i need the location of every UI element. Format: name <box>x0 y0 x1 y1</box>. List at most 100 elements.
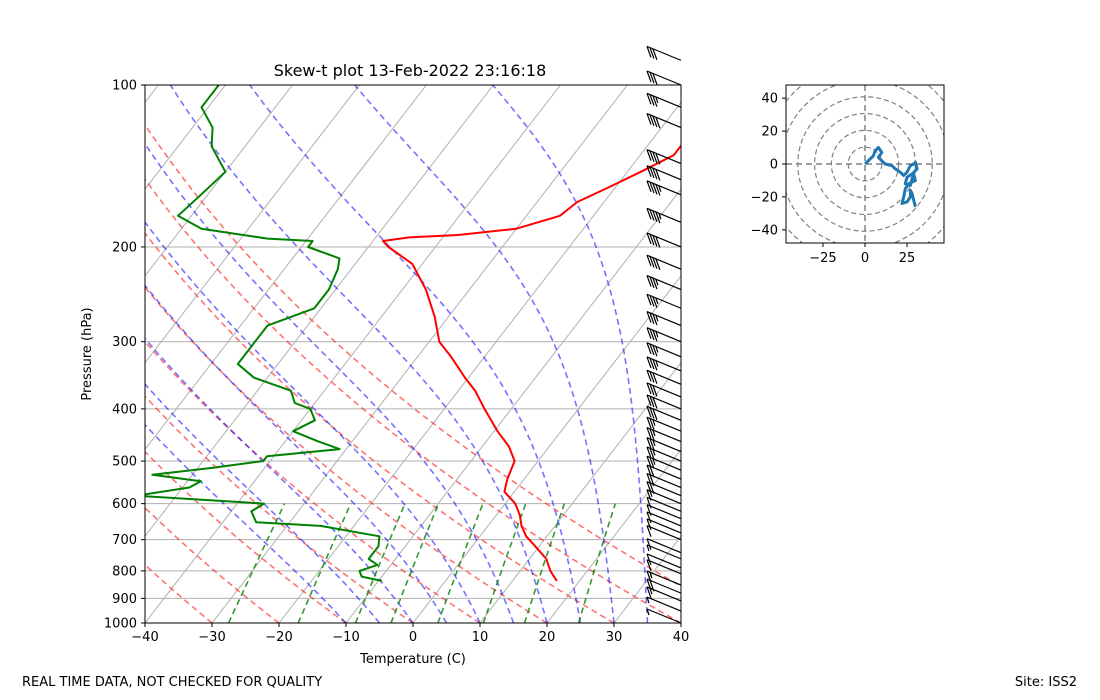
hodograph-x-tick-label: −25 <box>809 251 836 266</box>
skewt-title: Skew-t plot 13-Feb-2022 23:16:18 <box>274 61 547 80</box>
isotherm <box>0 85 24 623</box>
wind-barb <box>646 489 682 505</box>
x-tick-label: −30 <box>198 630 225 645</box>
hodograph-y-tick-label: −20 <box>751 190 778 205</box>
isotherm <box>145 85 293 277</box>
moist-adiabat <box>145 284 448 623</box>
isotherm <box>278 101 681 623</box>
wind-barb <box>646 553 682 569</box>
hodograph-y-tick-label: 0 <box>770 158 778 173</box>
hodograph-axes: −25 0 25 40 20 0 −20 −40 <box>751 92 916 266</box>
x-tick-label: −20 <box>265 630 292 645</box>
mixing-ratio-line <box>437 503 484 623</box>
skewt-profiles <box>145 85 681 582</box>
wind-barb <box>646 608 682 624</box>
wind-barb <box>646 382 682 398</box>
temperature-profile <box>382 144 681 582</box>
hodograph-trace <box>863 146 919 208</box>
mixing-ratio-line <box>577 503 617 623</box>
isotherm <box>145 85 360 364</box>
skewt-x-axis: −40 −30 −20 −10 0 10 20 30 40 <box>131 623 689 645</box>
isotherm <box>145 85 494 538</box>
wind-barb <box>646 472 682 489</box>
wind-barb <box>646 525 682 541</box>
isotherm <box>412 275 681 623</box>
wind-barb <box>646 504 682 520</box>
x-tick-label: 40 <box>673 630 690 645</box>
dry-adiabat <box>145 123 681 588</box>
mixing-ratio-line <box>482 503 527 623</box>
moist-adiabat <box>145 382 381 623</box>
wind-barb <box>646 342 682 358</box>
hodograph-x-tick-label: 25 <box>899 251 916 266</box>
hodograph-y-tick-label: 20 <box>761 125 778 140</box>
wind-barbs <box>646 45 682 624</box>
wind-barb <box>646 436 682 453</box>
dry-adiabat <box>145 177 681 623</box>
wind-barb <box>646 180 682 196</box>
wind-barb <box>646 511 682 527</box>
isotherm <box>0 85 91 623</box>
hodograph-x-tick-label: 0 <box>861 251 869 266</box>
mixing-ratio-line <box>227 503 286 623</box>
dewpoint-profile <box>145 85 383 582</box>
wind-barb <box>646 369 682 385</box>
wind-barb <box>646 207 682 224</box>
skewt-y-axis: 1000 900 800 700 600 500 400 300 200 100 <box>104 79 145 632</box>
x-tick-label: 30 <box>606 630 623 645</box>
x-tick-label: 20 <box>539 630 556 645</box>
dry-adiabat <box>145 340 481 623</box>
wind-barb <box>646 165 682 181</box>
moist-adiabat <box>249 85 582 623</box>
wind-barb <box>646 149 682 165</box>
wind-barb <box>646 481 682 497</box>
y-tick-label: 100 <box>112 79 137 94</box>
y-tick-label: 200 <box>112 240 137 255</box>
wind-barb <box>646 446 682 462</box>
moist-adiabat <box>492 85 649 623</box>
moist-adiabat <box>145 220 481 623</box>
y-tick-label: 800 <box>112 564 137 579</box>
wind-barb <box>646 394 682 410</box>
moist-adiabat <box>169 85 548 623</box>
x-tick-label: −10 <box>332 630 359 645</box>
mixing-ratio-line <box>354 503 406 623</box>
y-tick-label: 300 <box>112 335 137 350</box>
hodograph-wind-trace <box>863 146 919 208</box>
dry-adiabat <box>145 395 414 623</box>
skewt-x-axis-label: Temperature (C) <box>359 652 466 667</box>
wind-barb <box>646 405 682 421</box>
wind-barb <box>646 464 682 480</box>
wind-barb <box>646 559 682 575</box>
isotherm <box>145 85 427 451</box>
wind-barb <box>646 327 682 343</box>
wind-barb <box>646 293 682 309</box>
wind-barb <box>646 45 682 61</box>
x-tick-label: 10 <box>472 630 489 645</box>
y-tick-label: 600 <box>112 497 137 512</box>
wind-barb <box>646 356 682 372</box>
isotherm <box>345 188 681 623</box>
skewt-plot-frame <box>144 84 682 624</box>
y-tick-label: 700 <box>112 533 137 548</box>
mixing-ratio-line <box>523 503 566 623</box>
y-tick-label: 500 <box>112 455 137 470</box>
wind-barb <box>646 578 682 594</box>
dry-adiabat <box>145 231 615 623</box>
moist-adiabat <box>145 337 414 623</box>
y-tick-label: 400 <box>112 402 137 417</box>
wind-barb <box>646 113 682 129</box>
x-tick-label: −40 <box>131 630 158 645</box>
hodograph-y-tick-label: 40 <box>761 92 778 107</box>
y-tick-label: 900 <box>112 592 137 607</box>
wind-barb <box>646 596 682 612</box>
wind-barb <box>646 496 682 512</box>
skewt-y-axis-label: Pressure (hPa) <box>80 307 95 400</box>
wind-barb <box>646 274 682 291</box>
moist-adiabat <box>354 85 615 623</box>
dry-adiabat <box>145 506 280 623</box>
dry-adiabat <box>145 286 548 623</box>
skewt-chart: −40 −30 −20 −10 0 10 20 30 40 1000 900 800 700 600 50… <box>0 45 689 667</box>
wind-barb <box>646 570 682 586</box>
